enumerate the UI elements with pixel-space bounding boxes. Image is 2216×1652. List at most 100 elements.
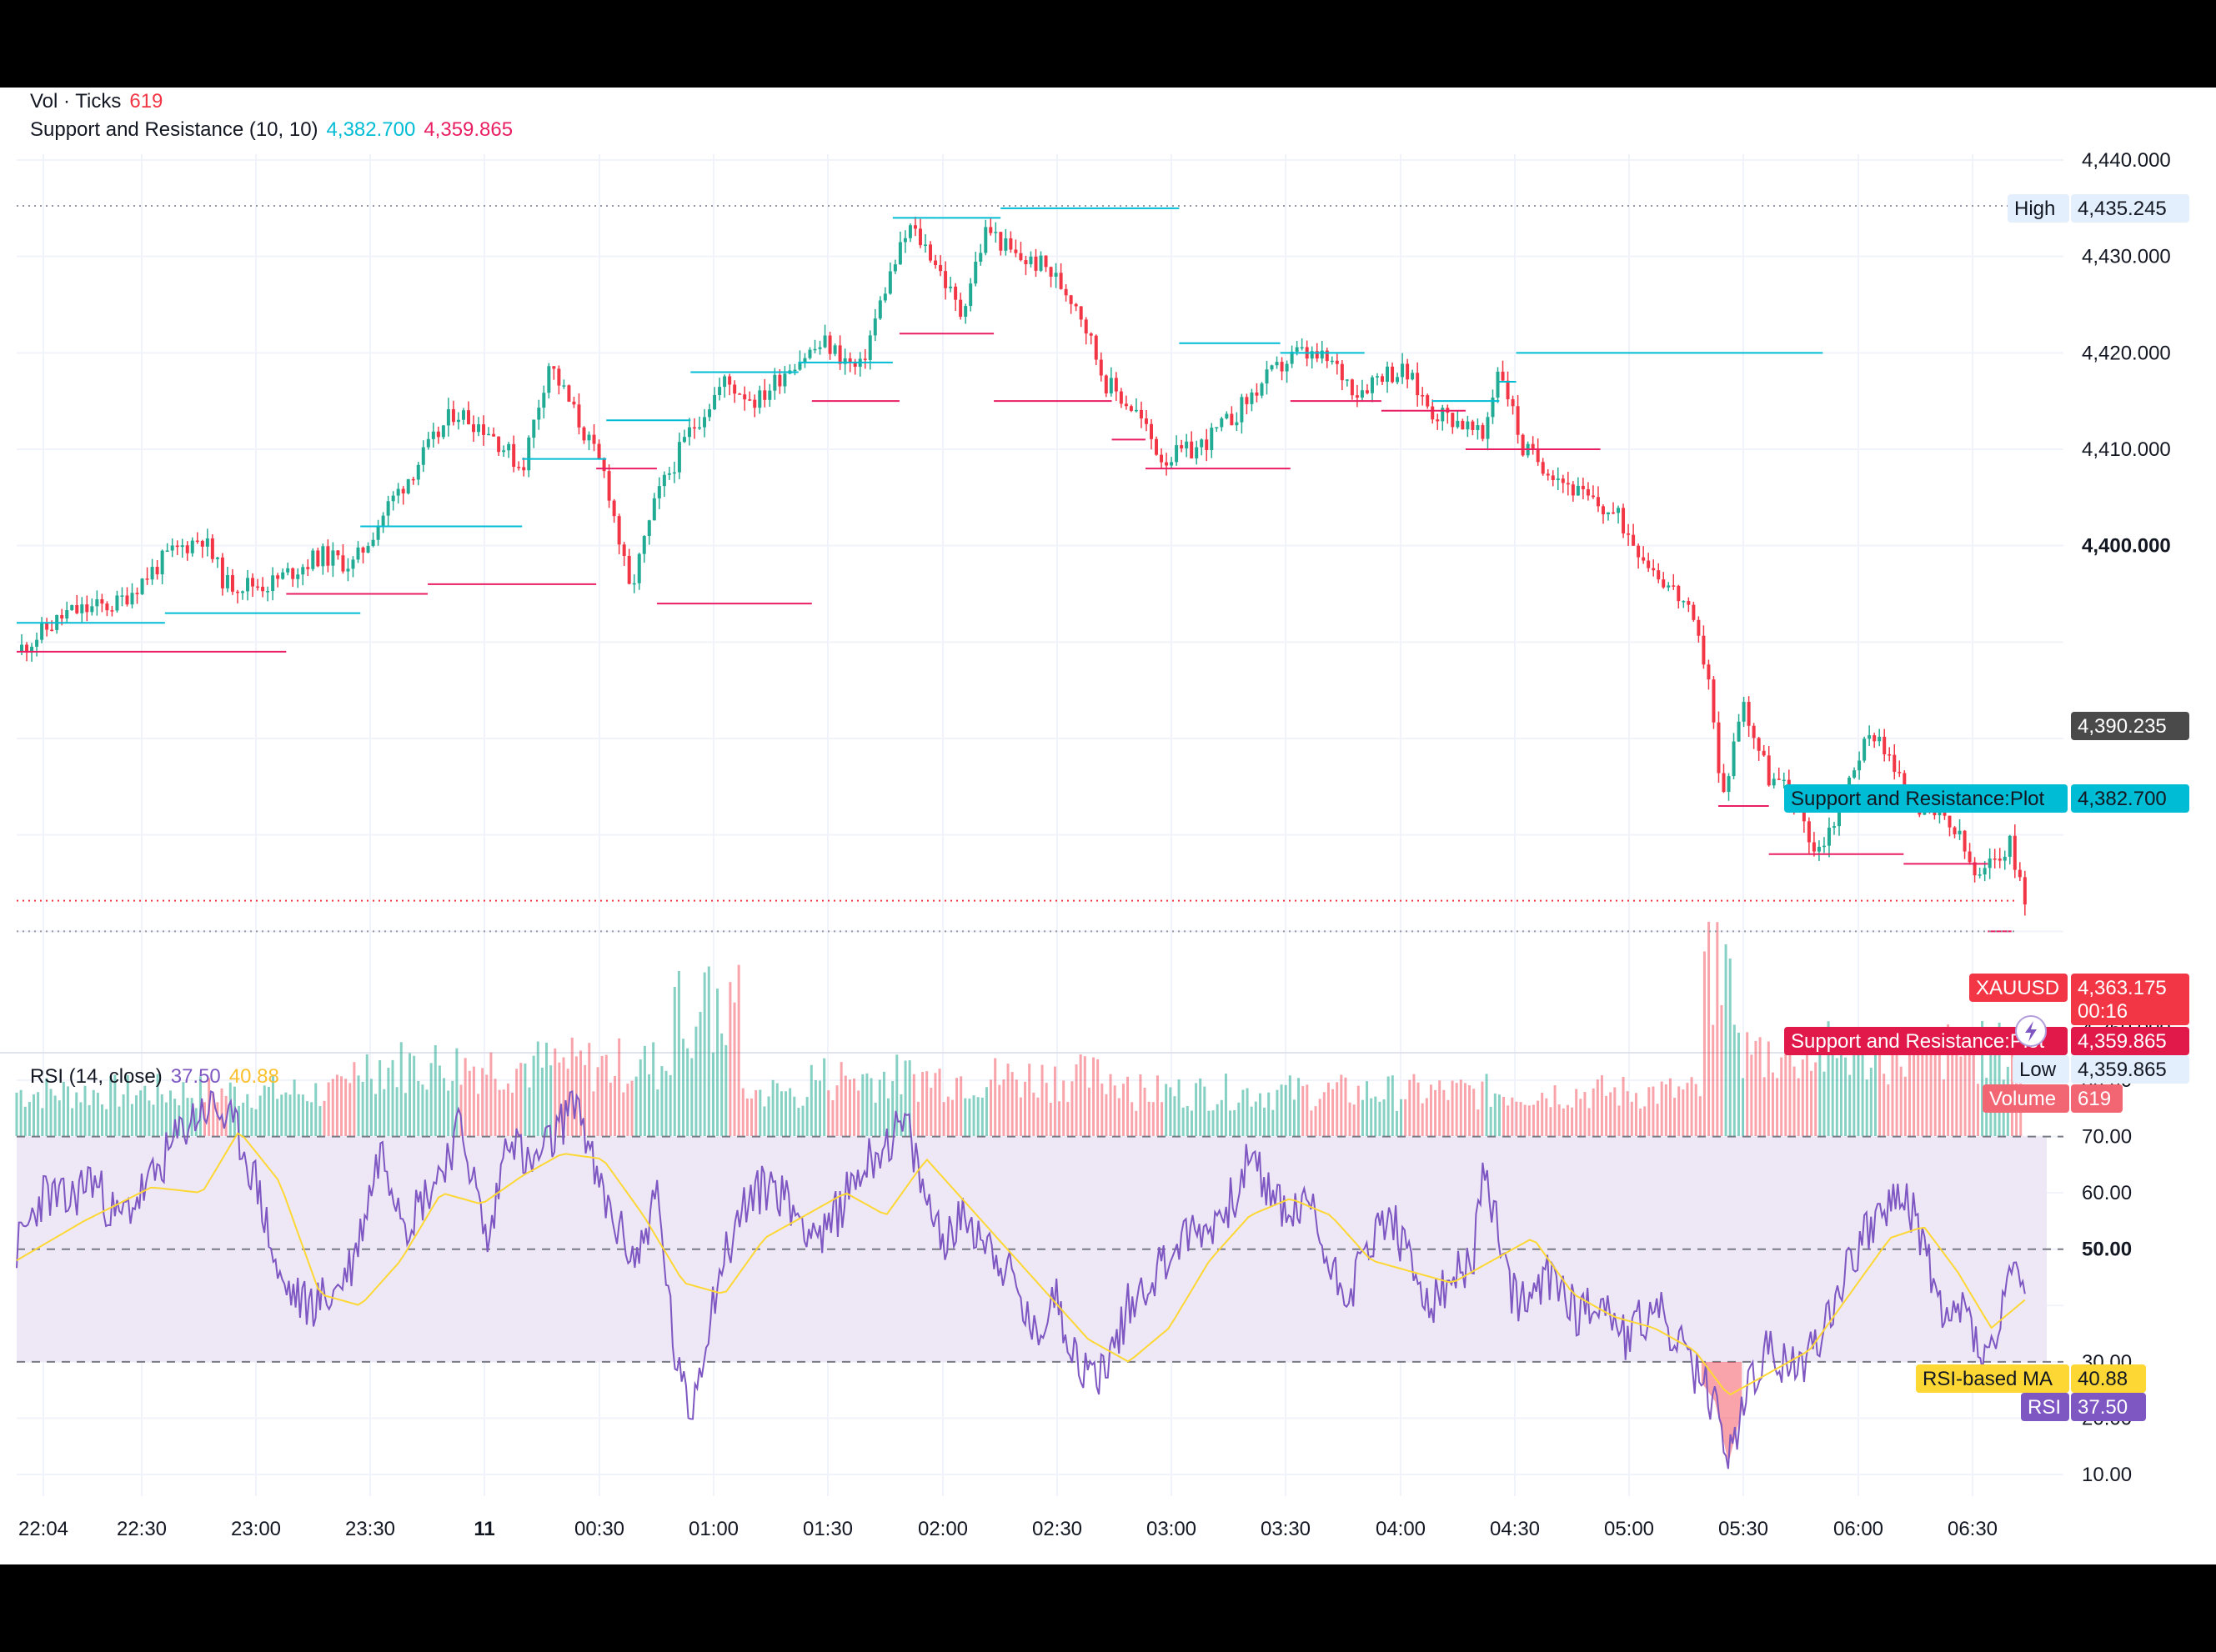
volume-bar [434, 1044, 437, 1136]
volume-legend[interactable]: Vol · Ticks 619 [30, 90, 171, 113]
candle-body [1240, 397, 1244, 423]
volume-bar [1489, 1106, 1492, 1136]
lightning-icon[interactable] [2015, 1015, 2047, 1047]
rsi-legend[interactable]: RSI (14, close) 37.50 40.88 [30, 1065, 288, 1089]
candle-body [1104, 375, 1108, 393]
price-axis-label: 4,420.000 [2082, 342, 2171, 364]
candle-body [1858, 760, 1862, 771]
candle-body [1772, 778, 1776, 786]
candle-body [502, 450, 506, 453]
volume-bar [566, 1069, 569, 1136]
candle-body [748, 399, 752, 401]
volume-bar [1507, 1105, 1510, 1136]
volume-bar [1280, 1084, 1283, 1136]
time-axis-label: 00:30 [574, 1518, 624, 1540]
volume-bar [716, 989, 719, 1136]
candle-body [1762, 750, 1766, 756]
rsi-axis-label: 10.00 [2082, 1464, 2132, 1486]
volume-bar [1395, 1110, 1398, 1136]
volume-bar [1173, 1096, 1176, 1136]
sr-legend[interactable]: Support and Resistance (10, 10) 4,382.700… [30, 118, 521, 142]
volume-bar [1404, 1099, 1407, 1136]
volume-bar [1169, 1087, 1172, 1136]
volume-bar [425, 1089, 429, 1136]
volume-bar [156, 1074, 159, 1136]
rsi-ma-value-tag-text: 40.88 [2078, 1368, 2128, 1390]
candle-body [1330, 360, 1334, 363]
candle-body [567, 385, 571, 402]
volume-bar [1100, 1083, 1104, 1136]
volume-bar [1579, 1099, 1582, 1136]
rsi-axis-label: 50.00 [2082, 1239, 2132, 1261]
rsi-ma-line [16, 1132, 2026, 1396]
candle-body [1335, 360, 1339, 364]
volume-bar [288, 1094, 292, 1136]
candle-body [954, 286, 958, 300]
volume-bar [1451, 1080, 1454, 1136]
candle-body [436, 431, 440, 438]
candle-body [1757, 738, 1761, 751]
candle-body [944, 271, 948, 288]
volume-bar [622, 1092, 625, 1136]
chart-canvas[interactable]: 4,440.000 4,430.000 4,420.000 4,410.000 4,40… [0, 88, 2216, 1564]
volume-bar [1015, 1079, 1018, 1136]
candle-body [376, 525, 380, 540]
rsi-label-tag-bg [2021, 1393, 2069, 1421]
volume-label-tag-text: Volume [1989, 1088, 2056, 1110]
candle-body [220, 557, 224, 588]
candle-body [190, 540, 194, 553]
candle-body [381, 515, 385, 526]
candle-body [939, 265, 943, 272]
volume-bar [58, 1100, 61, 1136]
time-axis-label: 05:30 [1718, 1518, 1768, 1540]
candle-body [1702, 635, 1706, 665]
candle-body [1742, 702, 1746, 722]
candle-body [1837, 808, 1842, 827]
candle-body [728, 376, 732, 385]
candle-body [1014, 249, 1018, 253]
candle-body [1576, 485, 1580, 496]
volume-bar [1028, 1064, 1031, 1136]
volume-bar [785, 1091, 788, 1136]
candle-body [1973, 862, 1977, 876]
volume-bar [1220, 1099, 1223, 1136]
candle-body [165, 550, 169, 553]
rsi-legend-ma-value: 40.88 [228, 1065, 279, 1088]
candle-body [1737, 721, 1741, 742]
low-value-tag: 4,359.865 [2071, 1055, 2189, 1084]
volume-bar [921, 1072, 925, 1136]
volume-bar [335, 1074, 338, 1136]
resistance-plot-label-tag-text: Support and Resistance:Plot [1791, 788, 2045, 810]
volume-bar [1156, 1075, 1159, 1136]
rsi-ma-label-tag: RSI-based MA [1916, 1364, 2069, 1393]
volume-bar [1497, 1094, 1501, 1136]
volume-bar [1746, 1032, 1749, 1136]
volume-bar [369, 1079, 373, 1136]
volume-bar [524, 1064, 527, 1136]
candle-body [718, 387, 722, 396]
volume-bar [1818, 1042, 1822, 1136]
volume-bar [1959, 1056, 1963, 1136]
rsi-oversold-fill [1701, 1361, 1742, 1464]
volume-bar [130, 1104, 133, 1136]
volume-bar [741, 1088, 745, 1136]
candle-body [1275, 362, 1279, 366]
volume-bar [1955, 1044, 1958, 1136]
rsi-value-tag-text: 37.50 [2078, 1396, 2128, 1419]
volume-bar [1951, 1031, 1954, 1136]
candle-body [1682, 601, 1686, 603]
candle-body [251, 578, 255, 587]
candle-body [818, 347, 822, 349]
volume-bar [1839, 1047, 1842, 1136]
candle-body [1079, 306, 1083, 320]
candle-body [487, 433, 491, 436]
candle-body [612, 500, 616, 517]
candle-body [276, 575, 280, 579]
candle-body [999, 232, 1003, 251]
candle-body [1697, 619, 1701, 636]
volume-bar [1942, 1079, 1945, 1136]
candle-body [677, 442, 681, 473]
candle-body [1024, 260, 1028, 264]
symbol-label-tag-text: XAUUSD [1976, 977, 2059, 999]
candle-body [2008, 835, 2012, 857]
